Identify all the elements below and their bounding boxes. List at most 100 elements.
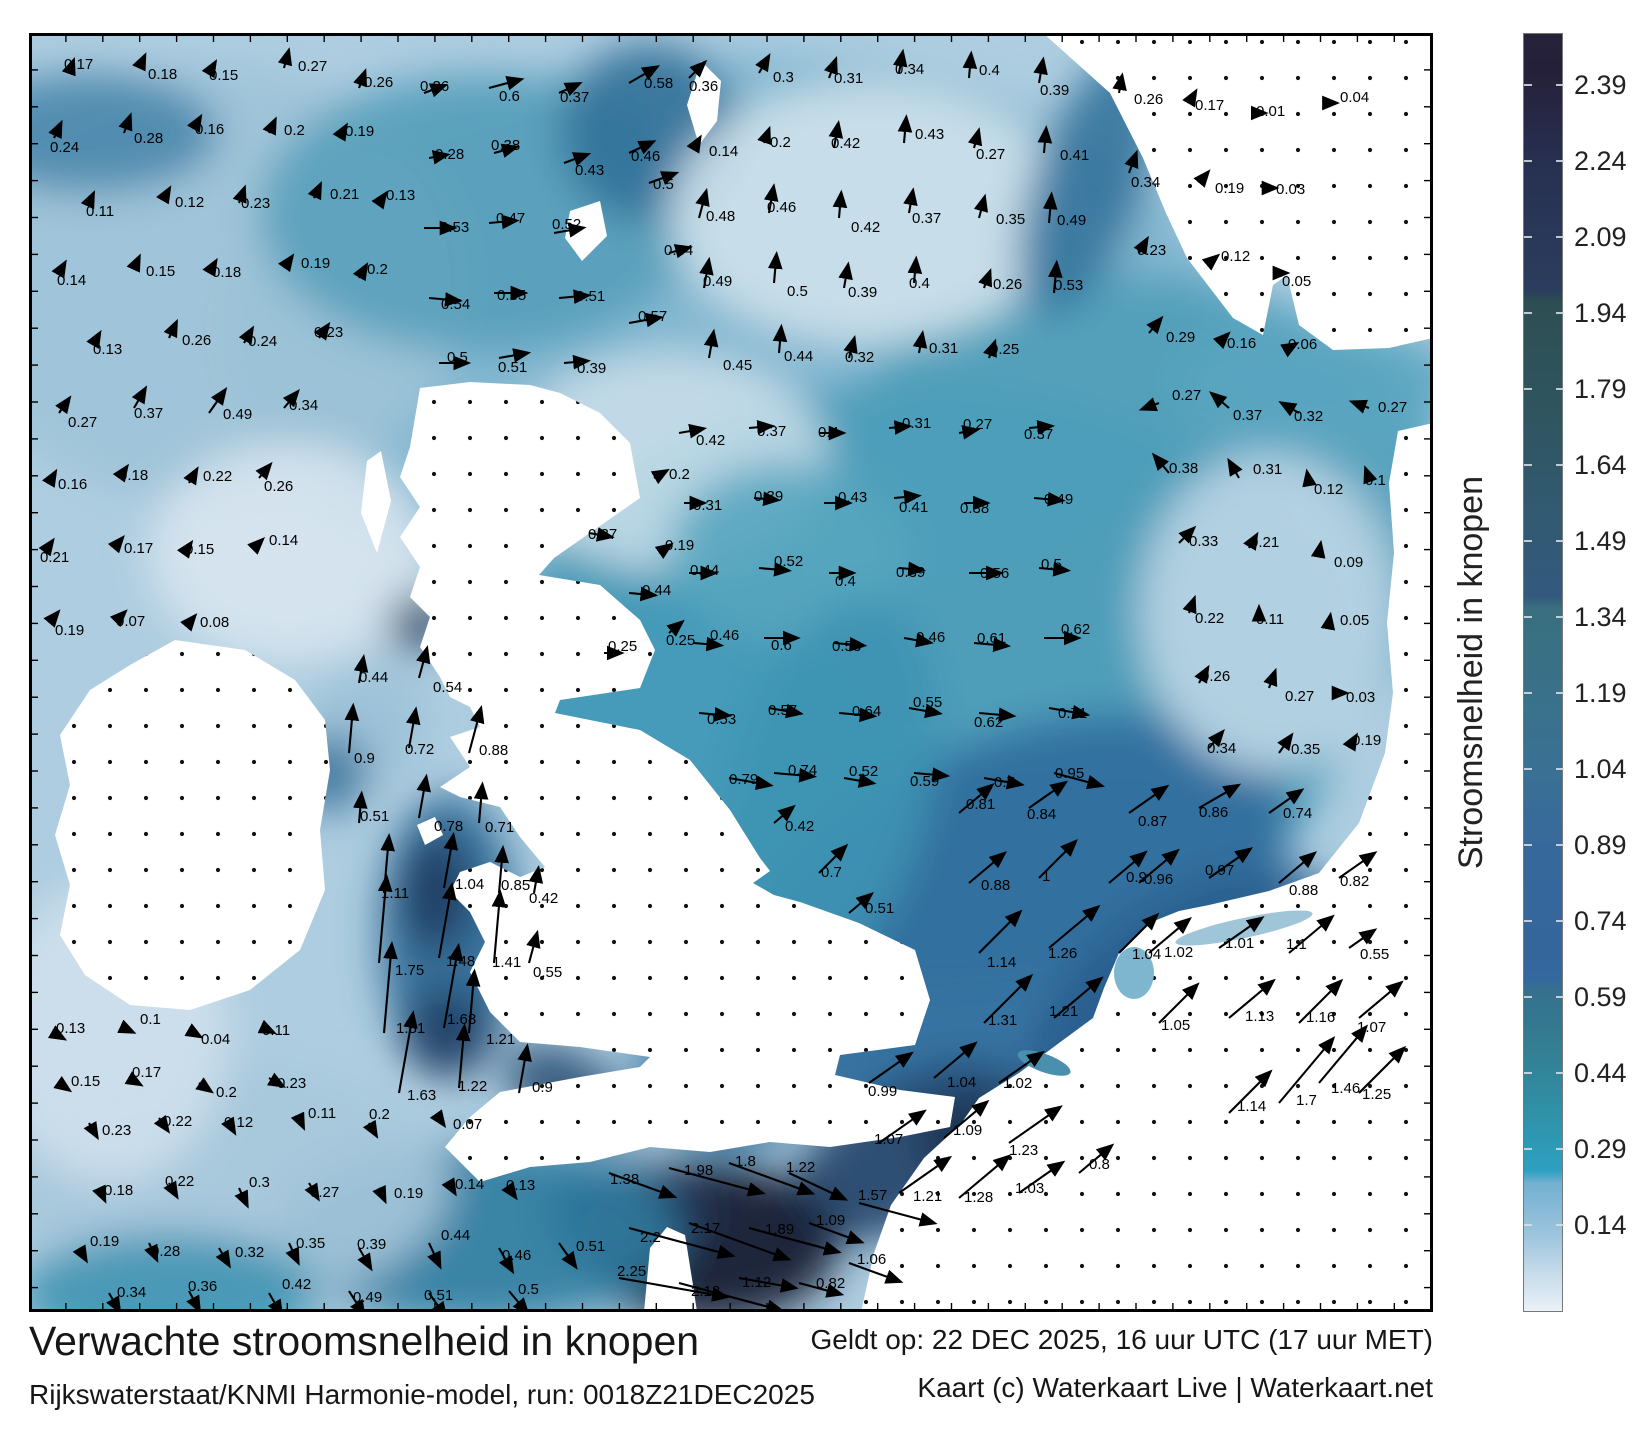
svg-text:0.34: 0.34 bbox=[117, 1284, 146, 1301]
svg-text:0.42: 0.42 bbox=[785, 818, 814, 835]
svg-text:1.26: 1.26 bbox=[1048, 945, 1077, 962]
svg-text:1.31: 1.31 bbox=[988, 1012, 1017, 1029]
svg-text:0.49: 0.49 bbox=[703, 273, 732, 290]
svg-text:0.74: 0.74 bbox=[788, 762, 817, 779]
svg-text:0.36: 0.36 bbox=[188, 1278, 217, 1295]
svg-text:0.82: 0.82 bbox=[816, 1275, 845, 1292]
colorbar-tick-mark bbox=[1556, 919, 1564, 922]
svg-text:0.49: 0.49 bbox=[223, 406, 252, 423]
svg-text:0.27: 0.27 bbox=[1378, 399, 1407, 416]
svg-text:2.17: 2.17 bbox=[691, 1220, 720, 1237]
svg-text:0.51: 0.51 bbox=[576, 1238, 605, 1255]
svg-text:0.8: 0.8 bbox=[1089, 1156, 1110, 1173]
svg-text:1.04: 1.04 bbox=[1132, 946, 1161, 963]
colorbar-tick-label: 1.34 bbox=[1574, 601, 1627, 632]
colorbar-tick-label: 1.19 bbox=[1574, 677, 1627, 708]
svg-text:0.25: 0.25 bbox=[666, 632, 695, 649]
svg-text:0.24: 0.24 bbox=[248, 333, 277, 350]
svg-text:1.13: 1.13 bbox=[1245, 1008, 1274, 1025]
svg-text:0.54: 0.54 bbox=[433, 679, 462, 696]
svg-text:0.12: 0.12 bbox=[1314, 481, 1343, 498]
colorbar bbox=[1523, 33, 1564, 1312]
svg-text:0.74: 0.74 bbox=[1283, 805, 1312, 822]
colorbar-tick-mark bbox=[1556, 691, 1564, 694]
svg-text:0.5: 0.5 bbox=[518, 1281, 539, 1298]
svg-text:0.4: 0.4 bbox=[818, 424, 839, 441]
svg-text:1.7: 1.7 bbox=[1296, 1092, 1317, 1109]
svg-text:0.14: 0.14 bbox=[57, 272, 86, 289]
svg-text:0.34: 0.34 bbox=[664, 242, 693, 259]
svg-text:0.44: 0.44 bbox=[359, 669, 388, 686]
svg-text:1.09: 1.09 bbox=[816, 1212, 845, 1229]
svg-text:0.26: 0.26 bbox=[993, 276, 1022, 293]
svg-text:0.17: 0.17 bbox=[124, 540, 153, 557]
svg-text:0.62: 0.62 bbox=[974, 714, 1003, 731]
svg-text:1.21: 1.21 bbox=[486, 1031, 515, 1048]
svg-text:0.14: 0.14 bbox=[709, 143, 738, 160]
svg-text:0.31: 0.31 bbox=[834, 70, 863, 87]
model-run-info: Rijkswaterstaat/KNMI Harmonie-model, run… bbox=[29, 1379, 815, 1410]
svg-text:0.51: 0.51 bbox=[424, 1287, 453, 1304]
svg-text:1.57: 1.57 bbox=[858, 1187, 887, 1204]
svg-text:0.19: 0.19 bbox=[345, 123, 374, 140]
colorbar-axis-label: Stroomsnelheid in knopen bbox=[1451, 475, 1490, 870]
map-axis-ticks bbox=[31, 35, 1432, 1310]
svg-text:1.14: 1.14 bbox=[987, 954, 1016, 971]
svg-text:0.2: 0.2 bbox=[669, 466, 690, 483]
svg-text:0.54: 0.54 bbox=[441, 296, 470, 313]
svg-text:0.01: 0.01 bbox=[1256, 103, 1285, 120]
colorbar-tick-mark bbox=[1556, 843, 1564, 846]
colorbar-tick-label: 0.89 bbox=[1574, 829, 1627, 860]
svg-text:0.2: 0.2 bbox=[369, 1106, 390, 1123]
svg-text:1.75: 1.75 bbox=[395, 962, 424, 979]
svg-text:0.4: 0.4 bbox=[979, 62, 1000, 79]
svg-text:0.9: 0.9 bbox=[354, 750, 375, 767]
svg-text:0.21: 0.21 bbox=[40, 549, 69, 566]
current-vectors-and-values: 0.17 0.18 0.15 0.27 0.26 0.24 0.28 0.16 0.2 0.19 0… bbox=[38, 47, 1407, 1312]
svg-text:0.46: 0.46 bbox=[916, 629, 945, 646]
svg-text:0.18: 0.18 bbox=[119, 467, 148, 484]
svg-text:0.87: 0.87 bbox=[1138, 813, 1167, 830]
svg-text:0.64: 0.64 bbox=[852, 703, 881, 720]
colorbar-tick-mark bbox=[1524, 843, 1532, 846]
svg-text:0.44: 0.44 bbox=[441, 1227, 470, 1244]
svg-text:0.42: 0.42 bbox=[851, 219, 880, 236]
svg-text:0.38: 0.38 bbox=[491, 137, 520, 154]
svg-text:0.11: 0.11 bbox=[308, 1105, 336, 1122]
colorbar-tick-label: 1.79 bbox=[1574, 374, 1627, 405]
svg-text:1.68: 1.68 bbox=[447, 1011, 476, 1028]
svg-text:1.8: 1.8 bbox=[735, 1153, 756, 1170]
colorbar-tick-mark bbox=[1556, 160, 1564, 163]
svg-text:1.21: 1.21 bbox=[913, 1188, 942, 1205]
svg-text:0.15: 0.15 bbox=[209, 67, 238, 84]
svg-text:0.22: 0.22 bbox=[203, 468, 232, 485]
svg-text:0.26: 0.26 bbox=[264, 478, 293, 495]
svg-text:0.19: 0.19 bbox=[1352, 732, 1381, 749]
svg-text:0.81: 0.81 bbox=[966, 796, 995, 813]
svg-text:0.19: 0.19 bbox=[90, 1233, 119, 1250]
colorbar-tick-label: 1.94 bbox=[1574, 298, 1627, 329]
svg-text:0.29: 0.29 bbox=[1166, 329, 1195, 346]
svg-text:0.17: 0.17 bbox=[132, 1064, 161, 1081]
copyright: Kaart (c) Waterkaart Live | Waterkaart.n… bbox=[917, 1372, 1433, 1403]
svg-text:1.16: 1.16 bbox=[1306, 1009, 1335, 1026]
svg-text:0.23: 0.23 bbox=[102, 1122, 131, 1139]
svg-text:0.42: 0.42 bbox=[529, 890, 558, 907]
svg-text:0.16: 0.16 bbox=[195, 121, 224, 138]
svg-text:0.05: 0.05 bbox=[1340, 612, 1369, 629]
svg-text:0.88: 0.88 bbox=[981, 877, 1010, 894]
svg-text:0.12: 0.12 bbox=[224, 1114, 253, 1131]
svg-text:0.36: 0.36 bbox=[689, 78, 718, 95]
svg-text:0.49: 0.49 bbox=[1044, 491, 1073, 508]
colorbar-tick-mark bbox=[1556, 464, 1564, 467]
svg-text:0.16: 0.16 bbox=[1227, 335, 1256, 352]
svg-text:0.41: 0.41 bbox=[1060, 147, 1089, 164]
svg-text:0.58: 0.58 bbox=[644, 75, 673, 92]
svg-text:0.46: 0.46 bbox=[767, 199, 796, 216]
svg-text:0.03: 0.03 bbox=[1276, 181, 1305, 198]
svg-text:0.49: 0.49 bbox=[1057, 212, 1086, 229]
svg-text:0.34: 0.34 bbox=[1131, 174, 1160, 191]
svg-text:1.63: 1.63 bbox=[407, 1087, 436, 1104]
svg-text:0.26: 0.26 bbox=[1134, 91, 1163, 108]
svg-text:0.22: 0.22 bbox=[1195, 610, 1224, 627]
